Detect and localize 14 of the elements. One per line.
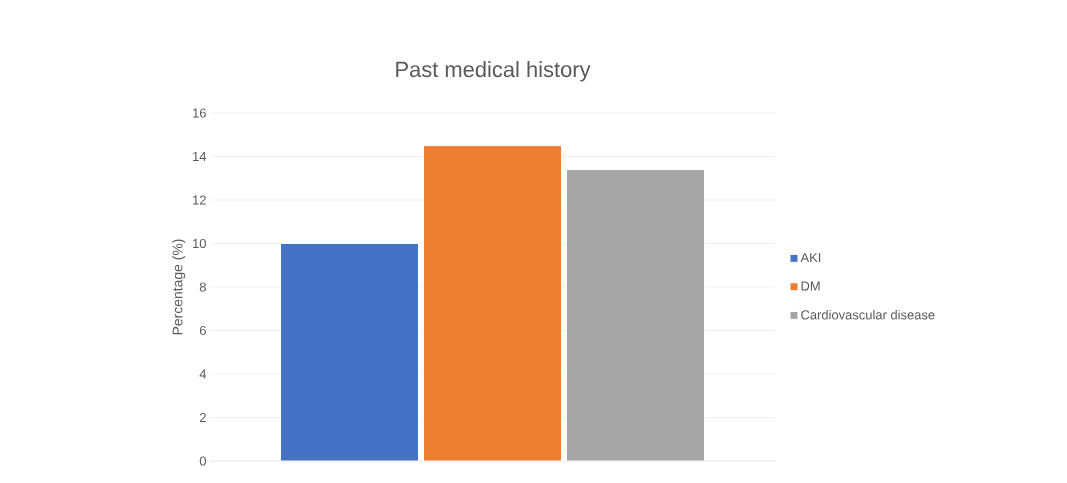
y-tick-label: 10 (193, 238, 206, 249)
y-axis-title: Percentage (%) (172, 239, 186, 335)
y-tick-label: 0 (199, 456, 206, 466)
y-tick-label: 2 (199, 412, 206, 423)
y-tick-label: 8 (199, 282, 206, 292)
legend-label: AKI (800, 253, 821, 263)
legend-label: Cardiovascular disease (801, 309, 935, 320)
y-tick-label: 16 (193, 108, 206, 118)
y-tick-label: 14 (193, 152, 207, 161)
legend-label: DM (801, 281, 820, 291)
chart-title: Past medical history (396, 61, 591, 82)
y-tick-label: 4 (199, 369, 207, 379)
y-tick-label: 12 (193, 195, 206, 205)
y-tick-label: 6 (199, 325, 206, 336)
